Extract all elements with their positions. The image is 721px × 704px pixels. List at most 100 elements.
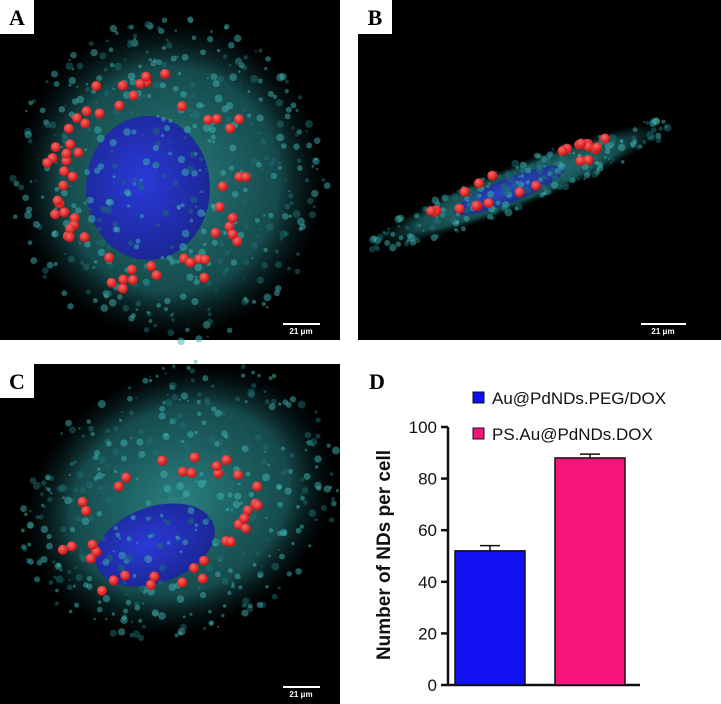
speckle [269, 161, 275, 167]
speckle [248, 491, 255, 498]
speckle [60, 145, 63, 149]
speckle [205, 400, 211, 406]
speckle [256, 601, 263, 609]
speckle [492, 194, 496, 198]
speckle [138, 496, 142, 501]
speckle [179, 243, 187, 251]
speckle [224, 250, 230, 256]
speckle [225, 178, 231, 183]
speckle [243, 223, 250, 230]
speckle [543, 165, 546, 168]
particle [211, 113, 222, 124]
speckle [257, 373, 261, 378]
speckle [467, 209, 470, 213]
speckle [594, 161, 598, 166]
speckle [202, 626, 207, 631]
particle [240, 523, 251, 534]
speckle [234, 573, 241, 580]
speckle [122, 608, 129, 614]
speckle [275, 285, 282, 292]
speckle [267, 463, 270, 466]
speckle [263, 214, 266, 217]
speckle [289, 201, 294, 206]
speckle [81, 517, 90, 526]
speckle [25, 206, 33, 213]
speckle [226, 327, 233, 333]
speckle [369, 246, 376, 253]
particle [61, 155, 72, 166]
y-tick-label: 100 [409, 418, 437, 437]
speckle [144, 555, 153, 564]
speckle [42, 274, 47, 279]
speckle [127, 240, 134, 246]
panel-label: D [369, 369, 385, 394]
speckle [135, 300, 142, 307]
speckle [608, 158, 611, 161]
speckle [299, 524, 305, 529]
speckle [303, 472, 311, 480]
particle [426, 206, 437, 217]
speckle [551, 175, 559, 183]
speckle [197, 209, 206, 218]
speckle [222, 54, 228, 59]
speckle [164, 125, 171, 132]
speckle [75, 574, 83, 582]
y-tick-label: 40 [418, 573, 437, 592]
speckle [26, 521, 34, 529]
speckle [306, 197, 314, 205]
speckle [430, 234, 438, 242]
speckle [49, 492, 53, 495]
speckle [54, 562, 62, 570]
speckle [105, 440, 112, 447]
speckle [88, 515, 95, 521]
speckle [210, 384, 215, 389]
speckle [298, 226, 303, 231]
speckle [219, 559, 222, 562]
speckle [558, 155, 566, 163]
bar [454, 550, 526, 686]
speckle [297, 400, 306, 409]
speckle [136, 438, 144, 446]
speckle [130, 486, 135, 491]
speckle [242, 108, 247, 112]
speckle [174, 29, 177, 32]
particle [114, 100, 125, 111]
speckle [314, 157, 318, 161]
speckle [540, 183, 547, 191]
speckle [251, 257, 254, 260]
speckle [76, 95, 85, 104]
speckle [251, 299, 257, 304]
speckle [132, 177, 138, 183]
speckle [23, 512, 28, 517]
speckle [405, 225, 410, 230]
speckle [313, 137, 321, 144]
speckle [100, 304, 109, 312]
speckle [132, 573, 137, 578]
speckle [106, 198, 114, 206]
speckle [536, 153, 542, 159]
speckle [247, 90, 251, 93]
speckle [181, 53, 189, 61]
speckle [73, 566, 77, 570]
speckle [88, 41, 94, 47]
legend-label: Au@PdNDs.PEG/DOX [492, 389, 666, 408]
speckle [202, 375, 209, 382]
speckle [285, 106, 292, 113]
speckle [158, 412, 166, 420]
panel-label: B [368, 5, 383, 30]
speckle [241, 552, 246, 557]
speckle [280, 471, 285, 476]
speckle [315, 417, 321, 423]
speckle [194, 205, 197, 208]
speckle [265, 56, 271, 62]
particle [225, 536, 236, 547]
speckle [153, 161, 160, 167]
speckle [495, 200, 501, 206]
speckle [653, 117, 660, 124]
speckle [88, 425, 95, 432]
speckle [130, 620, 134, 623]
speckle [237, 482, 241, 486]
speckle [591, 170, 599, 178]
speckle [73, 487, 79, 493]
speckle [276, 120, 284, 128]
